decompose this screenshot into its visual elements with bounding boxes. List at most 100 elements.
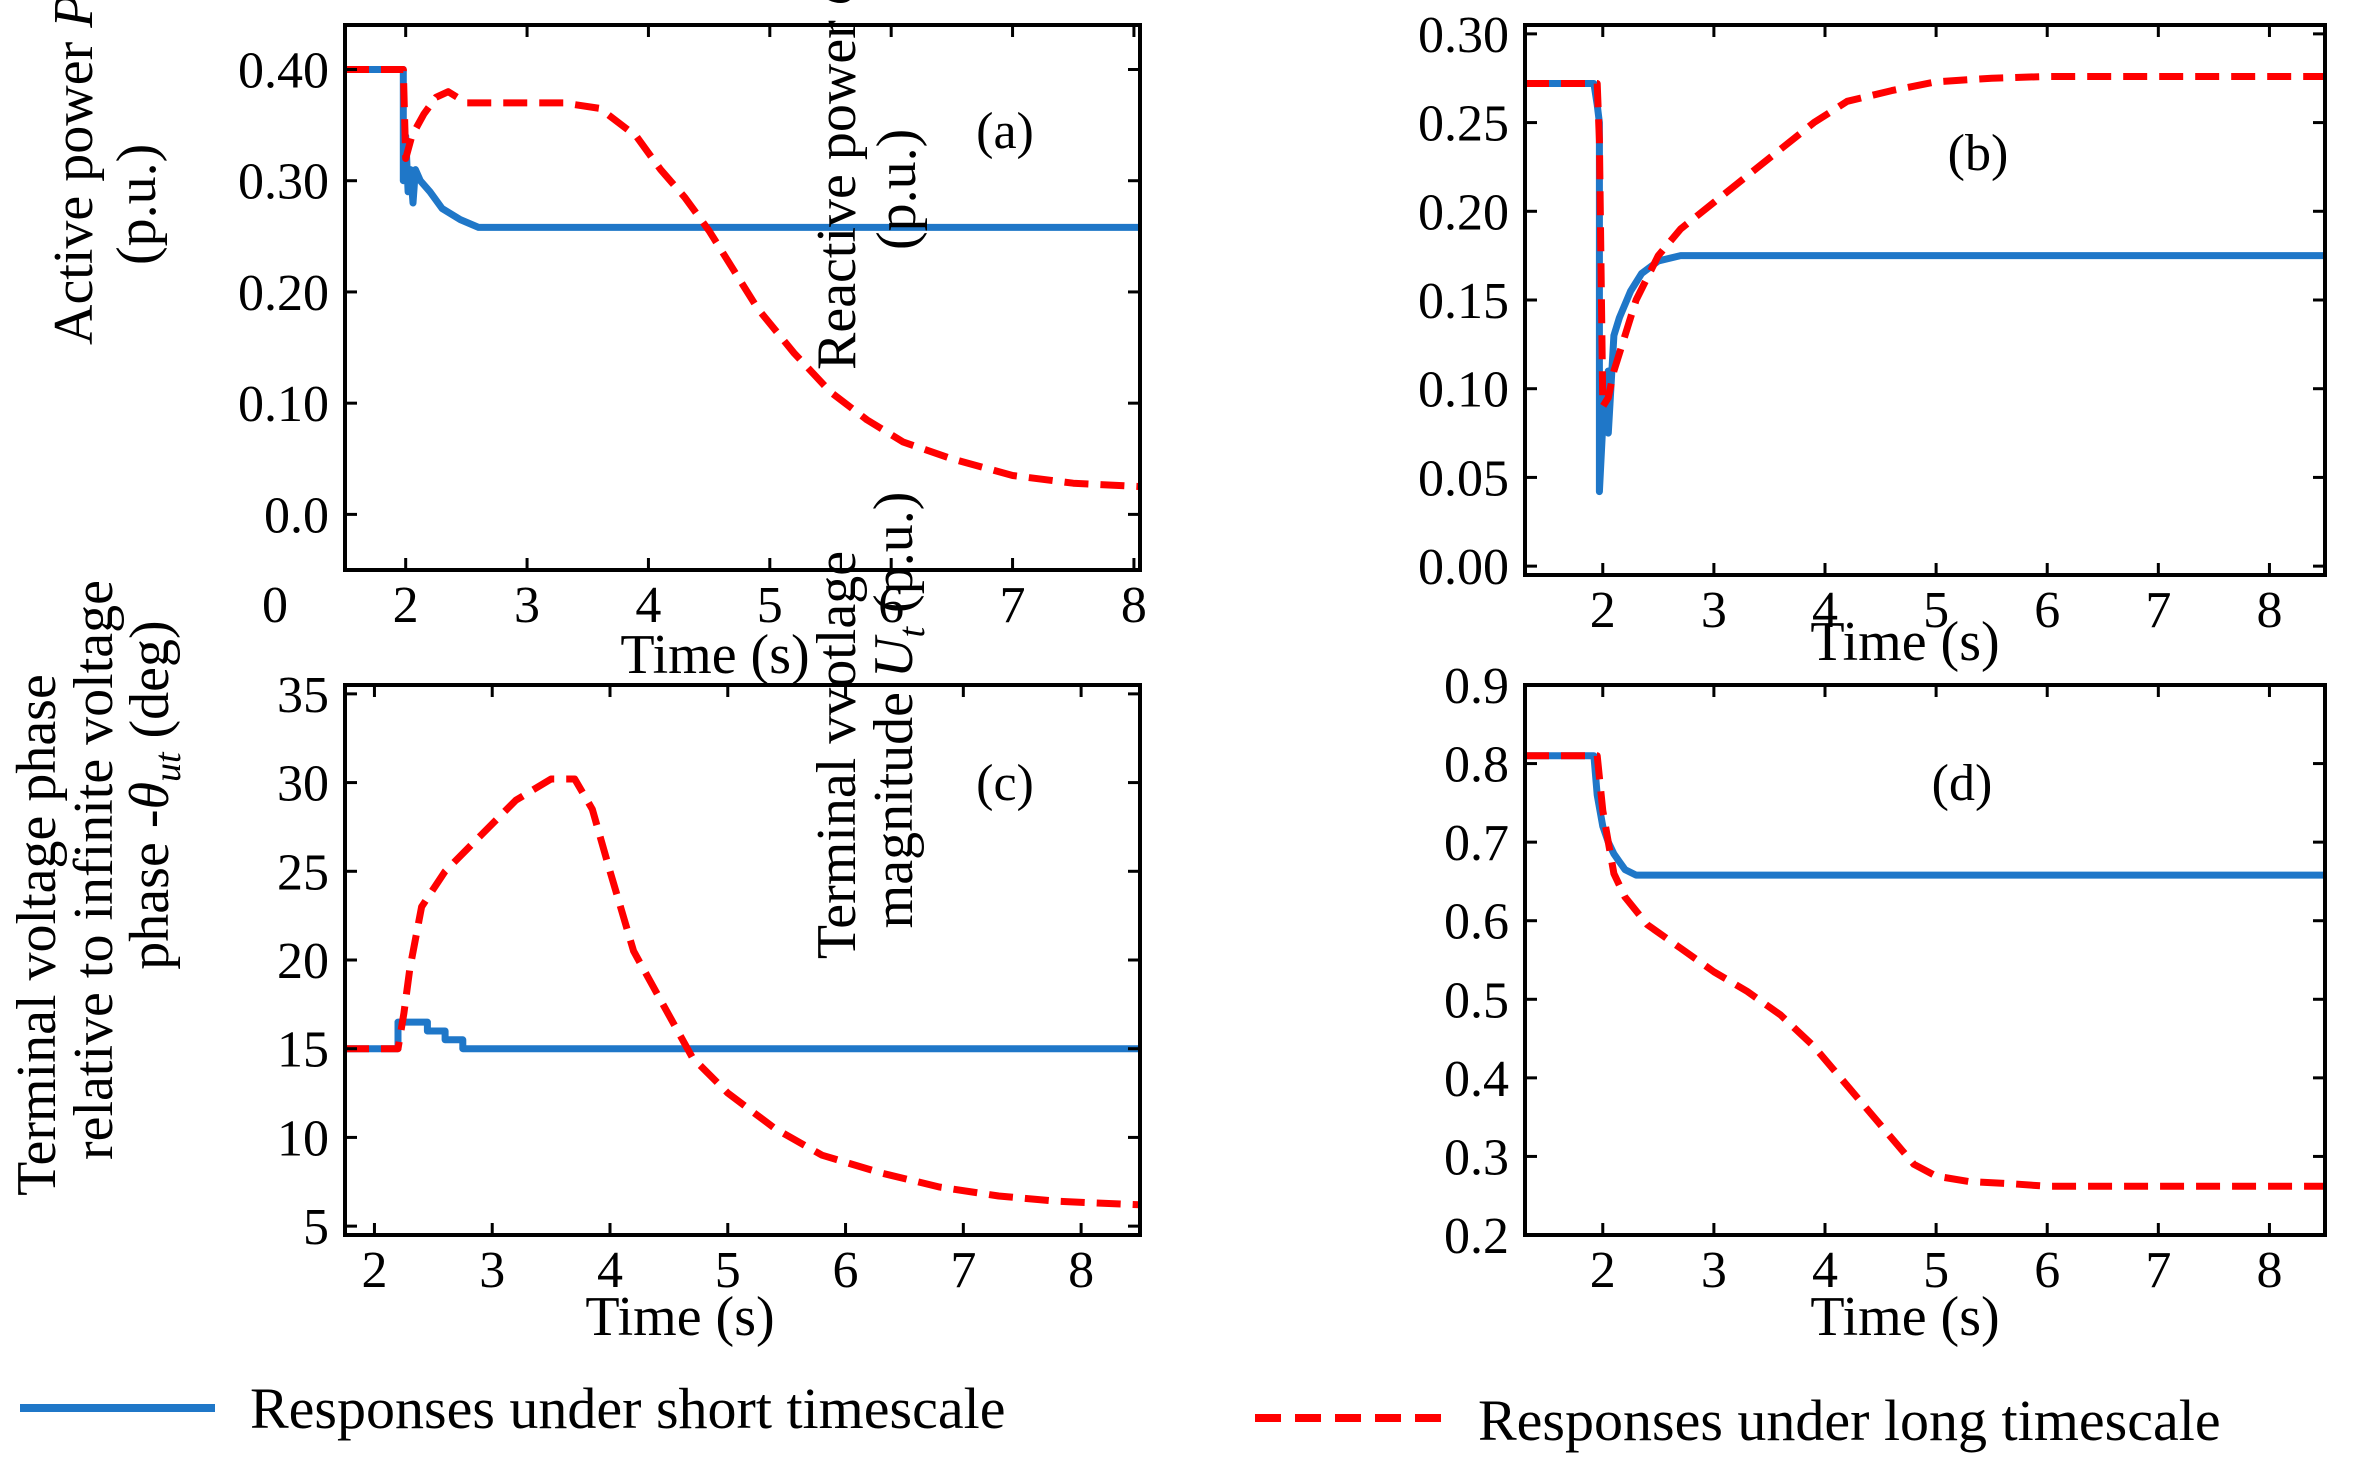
- xtick-label-d: 4: [1812, 1242, 1838, 1299]
- ylabel-b-symbol: Q: [806, 0, 868, 6]
- xlabel-a: Time (s): [620, 624, 809, 686]
- panel-label-d: (d): [1932, 755, 1993, 812]
- subplot-b: 2 3 4 5 6 7 8 0.00 0.05 0.10 0.15 0.20 0.25 0.30 Time …: [1418, 7, 2327, 673]
- series-a-short: [345, 66, 1140, 231]
- ytick-label-a: 0.40: [238, 42, 329, 99]
- xtick-label-b: 4: [1812, 582, 1838, 639]
- ytick-label-c: 35: [277, 667, 329, 724]
- ytick-label-b: 0.10: [1418, 362, 1509, 419]
- xtick-label-c: 4: [597, 1242, 623, 1299]
- ytick-label-b: 0.20: [1418, 184, 1509, 241]
- xtick-label-b: 7: [2145, 582, 2171, 639]
- ytick-label-c: 5: [303, 1199, 329, 1256]
- series-a-long: [345, 66, 1140, 491]
- series-d-long: [1525, 752, 2325, 1190]
- ytick-label-d: 0.4: [1444, 1051, 1509, 1108]
- legend: Responses under short timescale Response…: [20, 1376, 2221, 1453]
- ytick-label-a: 0.0: [264, 487, 329, 544]
- xtick-label-d: 3: [1701, 1242, 1727, 1299]
- xtick-label-b: 5: [1923, 582, 1949, 639]
- xtick-label-d: 6: [2034, 1242, 2060, 1299]
- ytick-label-c: 20: [277, 933, 329, 990]
- ytick-label-a: 0.30: [238, 154, 329, 211]
- ytick-label-c: 10: [277, 1110, 329, 1167]
- series-b-long: [1525, 73, 2325, 410]
- ylabel-b: Reactive power Qe: [806, 0, 876, 370]
- xlabel-c: Time (s): [585, 1286, 774, 1348]
- xtick-label-d: 5: [1923, 1242, 1949, 1299]
- xtick-label-a: 4: [635, 577, 661, 634]
- ytick-label-d: 0.6: [1444, 894, 1509, 951]
- xtick-label-b: 2: [1590, 582, 1616, 639]
- ytick-label-d: 0.8: [1444, 737, 1509, 794]
- panel-label-b: (b): [1948, 125, 2009, 182]
- xtick-label-a: 5: [757, 577, 783, 634]
- ytick-label-a: 0.20: [238, 265, 329, 322]
- xtick-label-c: 3: [479, 1242, 505, 1299]
- ylabel-d-subscript: t: [891, 626, 933, 638]
- ytick-label-b: 0.30: [1418, 7, 1509, 64]
- legend-long-label: Responses under long timescale: [1478, 1388, 2221, 1453]
- xtick-label-d: 7: [2145, 1242, 2171, 1299]
- ytick-label-d: 0.5: [1444, 972, 1509, 1029]
- ylabel-b-unit: (p.u.): [866, 129, 928, 250]
- axes-frame-b: [1523, 23, 2327, 577]
- ylabel-c-line3: phase -θut (deg): [119, 620, 189, 969]
- axes-frame-d: [1523, 683, 2327, 1237]
- ylabel-c-line2: relative to infinite voltage: [63, 580, 125, 1160]
- ytick-label-b: 0.00: [1418, 539, 1509, 596]
- ylabel-d-line1: Terminal vvotlage: [806, 551, 868, 959]
- ytick-label-c: 30: [277, 756, 329, 813]
- xtick-label-c: 8: [1068, 1242, 1094, 1299]
- axes-frame-a: [343, 23, 1142, 572]
- subplot-c: 2 3 4 5 6 7 8 5 10 15 20 25 30 35 Time (s) (c): [277, 667, 1142, 1348]
- xtick-label-c: 7: [950, 1242, 976, 1299]
- ytick-label-a: 0.10: [238, 376, 329, 433]
- xtick-label-b: 3: [1701, 582, 1727, 639]
- xtick-label-a: 3: [514, 577, 540, 634]
- ylabel-d-unit: (p.u.): [863, 492, 925, 627]
- panel-label-a: (a): [976, 103, 1034, 160]
- ylabel-c-subscript: ut: [147, 751, 189, 782]
- ylabel-d-symbol: U: [863, 634, 925, 678]
- xtick-label-c: 6: [833, 1242, 859, 1299]
- ytick-label-b: 0.05: [1418, 450, 1509, 507]
- xtick-label-a: 8: [1121, 577, 1147, 634]
- ylabel-d-line2: magnitude Ut (p.u.): [863, 492, 933, 929]
- ylabel-a-unit: (p.u.): [106, 144, 168, 265]
- ylabel-c-unit: (deg): [119, 620, 181, 752]
- ylabel-b-main: Reactive power: [806, 6, 868, 370]
- xtick-label-a: 7: [1000, 577, 1026, 634]
- ylabel-c-pre: phase -: [119, 810, 181, 970]
- xlabel-d: Time (s): [1810, 1286, 1999, 1348]
- ylabel-a-main: Active power: [43, 28, 105, 345]
- xtick-label-b: 6: [2034, 582, 2060, 639]
- ylabel-a: Active power Pe: [43, 0, 113, 345]
- ylabel-d-pre: magnitude: [863, 678, 925, 928]
- series-c-short: [345, 1018, 1140, 1053]
- subplot-d: 2 3 4 5 6 7 8 0.2 0.3 0.4 0.5 0.6 0.7 0.8 0.9 Time (s) (…: [1444, 658, 2327, 1348]
- ytick-label-d: 0.2: [1444, 1208, 1509, 1265]
- xtick-label-a: 2: [393, 577, 419, 634]
- xtick-label-d: 2: [1590, 1242, 1616, 1299]
- ytick-label-c: 15: [277, 1022, 329, 1079]
- xtick-label-a: 0: [262, 577, 288, 634]
- ytick-label-d: 0.7: [1444, 815, 1509, 872]
- panel-label-c: (c): [976, 755, 1034, 812]
- xtick-label-c: 2: [361, 1242, 387, 1299]
- ylabel-c-symbol: θ: [119, 782, 181, 810]
- xtick-label-c: 5: [715, 1242, 741, 1299]
- xtick-label-d: 8: [2256, 1242, 2282, 1299]
- subplot-a: 0 2 3 4 5 6 7 8 0.0 0.10 0.20 0.30 0.40 Time (s) (a): [238, 23, 1147, 686]
- ytick-label-b: 0.25: [1418, 96, 1509, 153]
- series-d-short: [1525, 752, 2325, 879]
- ytick-label-d: 0.9: [1444, 658, 1509, 715]
- ylabel-c-line1: Terminal voltage phase: [6, 674, 68, 1196]
- ytick-label-c: 25: [277, 844, 329, 901]
- ytick-label-b: 0.15: [1418, 273, 1509, 330]
- ytick-label-d: 0.3: [1444, 1129, 1509, 1186]
- series-c-long: [345, 775, 1140, 1209]
- ylabel-a-symbol: P: [43, 0, 105, 29]
- legend-short-label: Responses under short timescale: [250, 1376, 1005, 1441]
